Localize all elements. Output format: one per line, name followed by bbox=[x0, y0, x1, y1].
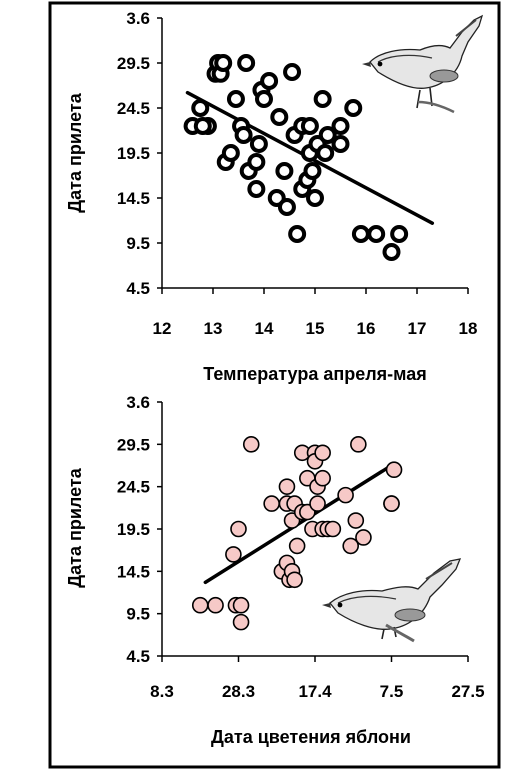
x-tick-label: 27.5 bbox=[451, 682, 484, 701]
data-point bbox=[191, 99, 210, 117]
data-point bbox=[191, 596, 209, 614]
data-point bbox=[385, 461, 403, 479]
data-point bbox=[314, 469, 331, 487]
data-point bbox=[214, 54, 233, 72]
y-tick-label: 14.5 bbox=[117, 562, 150, 581]
data-point bbox=[260, 72, 279, 90]
data-point bbox=[303, 162, 322, 180]
x-tick-label: 8.3 bbox=[150, 682, 174, 701]
data-point bbox=[232, 613, 250, 631]
data-point bbox=[367, 225, 386, 243]
data-point bbox=[270, 108, 289, 126]
data-point bbox=[278, 478, 296, 495]
data-point bbox=[324, 520, 342, 538]
data-point bbox=[342, 537, 360, 555]
data-point bbox=[247, 180, 266, 198]
x-tick-label: 7.5 bbox=[380, 682, 404, 701]
data-point bbox=[390, 225, 409, 243]
data-point bbox=[193, 117, 212, 135]
y-tick-label: 19.5 bbox=[117, 520, 150, 539]
x-tick-label: 14 bbox=[255, 319, 274, 338]
y-tick-label: 29.5 bbox=[117, 54, 150, 73]
chart-1-x-axis-title: Температура апреля-мая bbox=[203, 364, 427, 384]
data-point bbox=[344, 99, 363, 117]
y-tick-label: 3.6 bbox=[126, 393, 150, 412]
data-point bbox=[242, 436, 260, 453]
y-tick-label: 4.5 bbox=[126, 647, 150, 666]
y-tick-label: 4.5 bbox=[126, 279, 150, 298]
data-point bbox=[221, 144, 240, 162]
data-point bbox=[337, 486, 354, 504]
data-point bbox=[309, 495, 326, 512]
y-tick-label: 19.5 bbox=[117, 144, 150, 163]
chart-2-x-axis-title: Дата цветения яблони bbox=[211, 727, 411, 747]
y-tick-label: 29.5 bbox=[117, 435, 150, 454]
data-point bbox=[314, 444, 331, 462]
y-tick-label: 9.5 bbox=[126, 234, 150, 253]
x-tick-label: 18 bbox=[459, 319, 478, 338]
data-point bbox=[331, 117, 350, 135]
data-point bbox=[382, 243, 401, 261]
data-point bbox=[355, 529, 372, 546]
chart-2-y-axis-title: Дата прилета bbox=[65, 467, 85, 587]
bird-illustration-top bbox=[362, 14, 484, 114]
data-point bbox=[347, 512, 365, 529]
data-point bbox=[275, 162, 294, 180]
data-point bbox=[226, 90, 245, 108]
data-point bbox=[225, 546, 242, 563]
x-tick-label: 12 bbox=[153, 319, 172, 338]
data-point bbox=[300, 117, 319, 135]
data-point bbox=[230, 520, 247, 538]
data-point bbox=[232, 596, 250, 614]
x-tick-label: 17.4 bbox=[298, 682, 332, 701]
data-point bbox=[234, 126, 253, 144]
data-point bbox=[383, 495, 400, 512]
data-point bbox=[286, 571, 303, 589]
data-point bbox=[288, 537, 306, 555]
y-tick-label: 9.5 bbox=[126, 605, 150, 624]
y-tick-label: 24.5 bbox=[117, 478, 150, 497]
data-point bbox=[306, 189, 324, 207]
y-tick-label: 14.5 bbox=[117, 189, 150, 208]
data-point bbox=[318, 126, 337, 144]
x-tick-label: 28.3 bbox=[222, 682, 255, 701]
bird-illustration-bottom bbox=[322, 558, 462, 643]
x-tick-label: 16 bbox=[357, 319, 376, 338]
data-point bbox=[255, 90, 273, 108]
data-point bbox=[263, 495, 280, 512]
figure-border bbox=[48, 1, 501, 769]
chart-1-y-axis-title: Дата прилета bbox=[65, 92, 85, 212]
data-point bbox=[331, 135, 350, 153]
data-point bbox=[277, 198, 296, 216]
data-point bbox=[207, 596, 224, 614]
data-point bbox=[249, 135, 268, 153]
y-tick-label: 3.6 bbox=[126, 9, 150, 28]
y-tick-label: 24.5 bbox=[117, 99, 150, 118]
data-point bbox=[237, 54, 256, 72]
x-tick-label: 13 bbox=[204, 319, 223, 338]
chart-1-temperature: Дата прилета Температура апреля-мая 3.6 2… bbox=[65, 9, 484, 384]
data-point bbox=[288, 225, 307, 243]
data-point bbox=[283, 63, 302, 81]
x-tick-label: 15 bbox=[306, 319, 325, 338]
data-point bbox=[350, 436, 367, 453]
chart-2-apple-blossom: Дата прилета Дата цветения яблони 3.6 29.… bbox=[65, 393, 485, 747]
data-point bbox=[313, 90, 332, 108]
data-point bbox=[351, 225, 370, 243]
data-point bbox=[247, 153, 266, 171]
x-tick-label: 17 bbox=[408, 319, 427, 338]
data-point bbox=[316, 144, 335, 162]
